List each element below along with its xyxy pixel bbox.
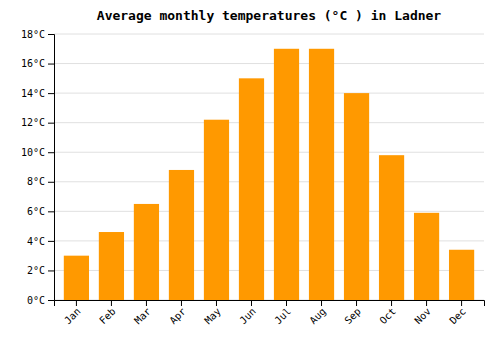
y-tick: 16°C — [21, 58, 54, 69]
tick-label: 4°C — [27, 236, 45, 247]
tick-label: 12°C — [21, 117, 45, 128]
x-tick: Jan — [62, 300, 83, 326]
grid-line — [54, 93, 484, 94]
title: Average monthly temperatures (°C ) in La… — [97, 8, 442, 23]
tick-mark — [356, 300, 357, 306]
y-tick: 14°C — [21, 88, 54, 99]
tick-mark — [146, 300, 147, 306]
tick-label: Feb — [97, 306, 118, 327]
bar — [449, 250, 474, 300]
tick-label: Sep — [342, 306, 363, 327]
tick-mark — [48, 241, 54, 242]
bar — [239, 78, 264, 300]
tick-mark — [321, 300, 322, 306]
tick-label: 6°C — [27, 206, 45, 217]
axis-line — [48, 35, 55, 301]
bar — [344, 93, 369, 300]
tick-mark — [48, 34, 54, 35]
grid-line — [54, 152, 484, 153]
x-tick: Dec — [447, 300, 468, 326]
bar — [204, 120, 229, 300]
y-axis: 0°C 2°C 4°C 6°C 8°C 10°C 12°C 14°C 16°C 18°C — [21, 29, 55, 306]
tick-label: Dec — [447, 306, 468, 327]
tick-label: Aug — [307, 306, 328, 327]
x-tick: Aug — [307, 300, 328, 326]
x-tick: Apr — [167, 300, 188, 326]
tick-mark — [181, 300, 182, 306]
tick-mark — [48, 211, 54, 212]
tick-label: 18°C — [21, 29, 45, 40]
y-tick: 10°C — [21, 147, 54, 158]
tick-label: Jul — [272, 306, 293, 327]
tick-mark — [426, 300, 427, 306]
bar — [414, 213, 439, 300]
tick-label: 16°C — [21, 58, 45, 69]
tick-mark — [111, 300, 112, 306]
tick-label: 10°C — [21, 147, 45, 158]
grid-line — [54, 211, 484, 212]
tick-label: Apr — [167, 306, 188, 327]
x-tick: Oct — [377, 300, 398, 326]
tick-mark — [461, 300, 462, 306]
x-tick: Nov — [412, 300, 433, 326]
tick-mark — [286, 300, 287, 306]
tick-mark — [391, 300, 392, 306]
y-tick: 4°C — [27, 236, 54, 247]
bar — [379, 155, 404, 300]
tick-mark — [251, 300, 252, 306]
grid-line — [54, 181, 484, 182]
y-tick: 8°C — [27, 176, 54, 187]
bars — [64, 49, 474, 300]
chart: 0°C 2°C 4°C 6°C 8°C 10°C 12°C 14°C 16°C 18°C Jan Fe… — [0, 0, 500, 350]
x-tick: Feb — [97, 300, 118, 326]
tick-mark — [48, 182, 54, 183]
tick-label: Oct — [377, 306, 398, 327]
tick-label: Mar — [132, 306, 153, 327]
bar — [274, 49, 299, 300]
tick-mark — [48, 270, 54, 271]
y-tick: 0°C — [27, 295, 54, 306]
y-tick: 6°C — [27, 206, 54, 217]
tick-mark — [48, 300, 54, 301]
bar — [99, 232, 124, 300]
x-axis: Jan Feb Mar Apr May Jun Jul Aug Sep Oct Nov Dec — [55, 300, 485, 326]
grid-line — [54, 122, 484, 123]
tick-label: 2°C — [27, 265, 45, 276]
bar — [134, 204, 159, 300]
x-tick: Jul — [272, 300, 293, 326]
x-tick: Mar — [132, 300, 153, 326]
tick-label: 8°C — [27, 176, 45, 187]
bar — [309, 49, 334, 300]
grid-line — [54, 34, 484, 35]
tick-label: 14°C — [21, 88, 45, 99]
tick-mark — [48, 152, 54, 153]
tick-mark — [76, 300, 77, 306]
x-tick: Sep — [342, 300, 363, 326]
tick-label: Nov — [412, 306, 433, 327]
tick-mark — [216, 300, 217, 306]
x-tick: May — [202, 300, 223, 326]
grid-line — [54, 63, 484, 64]
y-tick: 12°C — [21, 117, 54, 128]
bar — [169, 170, 194, 300]
tick-label: Jan — [62, 306, 83, 327]
tick-label: Jun — [237, 306, 258, 327]
tick-mark — [48, 64, 54, 65]
x-tick: Jun — [237, 300, 258, 326]
tick-label: 0°C — [27, 295, 45, 306]
tick-mark — [48, 93, 54, 94]
y-tick: 18°C — [21, 29, 54, 40]
grid — [54, 34, 484, 300]
bar — [64, 256, 89, 300]
axis-line — [55, 301, 485, 307]
y-tick: 2°C — [27, 265, 54, 276]
tick-label: May — [202, 306, 223, 327]
tick-mark — [48, 123, 54, 124]
